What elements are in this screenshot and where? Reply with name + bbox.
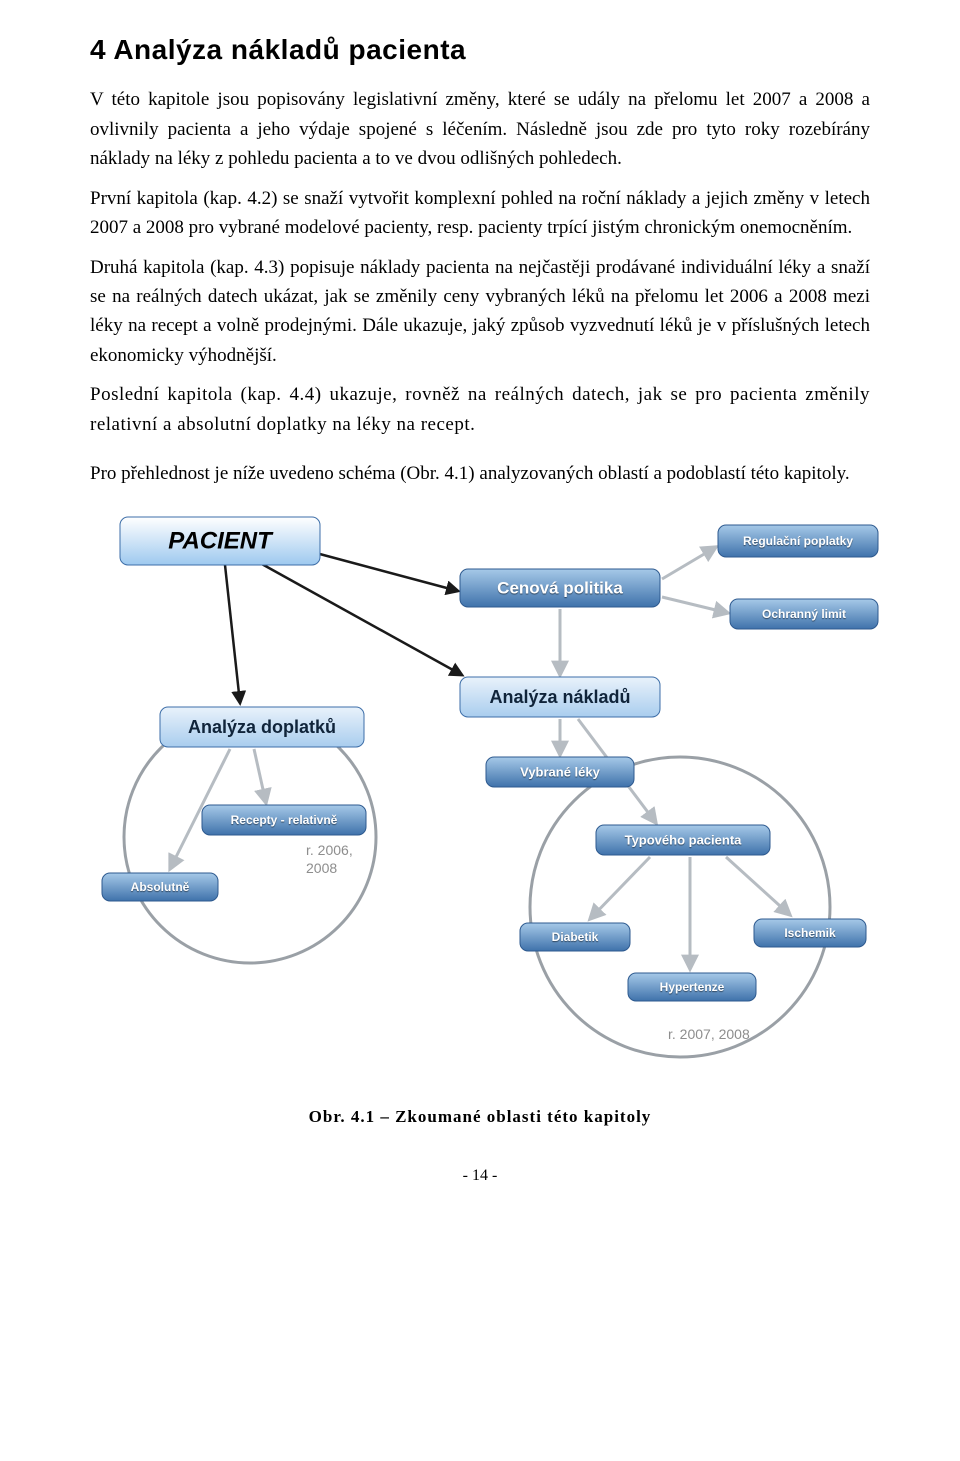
svg-text:r. 2006,: r. 2006, xyxy=(306,842,353,858)
page-number: - 14 - xyxy=(90,1164,870,1189)
node-label-analdop: Analýza doplatků xyxy=(188,717,336,737)
diagram-figure: r. 2006, 2008 r. 2007, 2008 PACIENT Cenová p… xyxy=(90,507,870,1076)
node-label-cenova: Cenová politika xyxy=(497,578,623,597)
paragraph-2: První kapitola (kap. 4.2) se snaží vytvo… xyxy=(90,184,870,243)
node-label-diabet: Diabetik xyxy=(552,930,599,944)
node-label-typpac: Typového pacienta xyxy=(625,832,743,847)
section-heading: 4 Analýza nákladů pacienta xyxy=(90,28,870,71)
node-label-absolut: Absolutně xyxy=(131,880,190,894)
figure-caption: Obr. 4.1 – Zkoumané oblasti této kapitol… xyxy=(90,1104,870,1130)
node-label-analnak: Analýza nákladů xyxy=(489,687,630,707)
svg-text:r. 2007, 2008: r. 2007, 2008 xyxy=(668,1026,750,1042)
paragraph-1: V této kapitole jsou popisovány legislat… xyxy=(90,85,870,173)
node-label-vybleky: Vybrané léky xyxy=(520,764,601,779)
node-label-ischem: Ischemik xyxy=(784,926,836,940)
node-label-recepty: Recepty - relativně xyxy=(231,813,338,827)
diagram-svg: r. 2006, 2008 r. 2007, 2008 PACIENT Cenová p… xyxy=(90,507,880,1067)
node-label-pacient: PACIENT xyxy=(168,527,274,554)
node-label-limit: Ochranný limit xyxy=(762,607,846,621)
node-label-regul: Regulační poplatky xyxy=(743,534,853,548)
svg-text:2008: 2008 xyxy=(306,860,337,876)
node-label-hyper: Hypertenze xyxy=(660,980,725,994)
paragraph-3: Druhá kapitola (kap. 4.3) popisuje nákla… xyxy=(90,253,870,371)
paragraph-4: Poslední kapitola (kap. 4.4) ukazuje, ro… xyxy=(90,380,870,439)
paragraph-5: Pro přehlednost je níže uvedeno schéma (… xyxy=(90,459,870,488)
